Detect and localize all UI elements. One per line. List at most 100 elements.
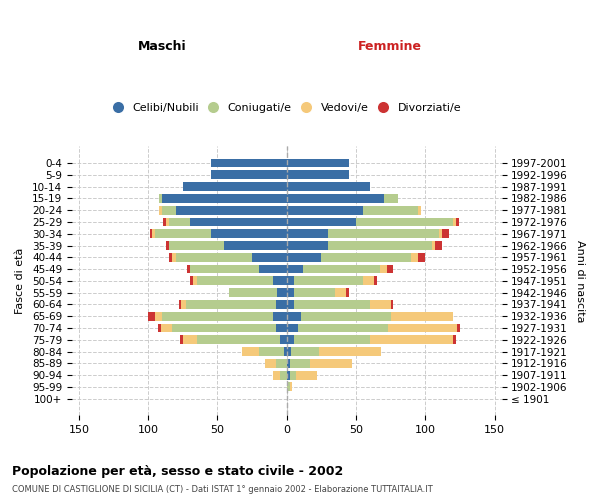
Bar xyxy=(280,370,287,380)
Bar xyxy=(224,241,287,250)
Bar xyxy=(322,253,412,262)
Bar xyxy=(453,218,456,226)
Bar xyxy=(328,230,439,238)
Bar xyxy=(148,312,155,320)
Bar xyxy=(287,382,290,392)
Bar xyxy=(259,264,287,274)
Bar xyxy=(335,288,346,297)
Bar xyxy=(432,241,435,250)
Bar xyxy=(293,288,335,297)
Bar xyxy=(280,336,287,344)
Bar xyxy=(296,370,317,380)
Bar xyxy=(287,182,370,191)
Bar xyxy=(166,218,169,226)
Bar xyxy=(180,336,183,344)
Bar xyxy=(304,264,380,274)
Bar xyxy=(275,324,287,332)
Bar xyxy=(166,241,169,250)
Bar xyxy=(211,158,287,168)
Bar xyxy=(197,336,280,344)
Bar xyxy=(391,300,394,309)
Bar xyxy=(183,182,287,191)
Bar xyxy=(287,324,298,332)
Bar xyxy=(287,370,290,380)
Bar xyxy=(370,300,391,309)
Bar xyxy=(155,230,211,238)
Bar xyxy=(149,230,152,238)
Text: Maschi: Maschi xyxy=(137,40,187,52)
Bar xyxy=(388,324,457,332)
Bar xyxy=(211,230,287,238)
Bar xyxy=(391,312,453,320)
Bar xyxy=(287,218,356,226)
Bar xyxy=(293,276,363,285)
Bar xyxy=(380,264,386,274)
Bar xyxy=(290,382,292,392)
Bar xyxy=(386,264,394,274)
Bar xyxy=(287,276,293,285)
Bar xyxy=(179,300,181,309)
Bar xyxy=(169,218,190,226)
Bar xyxy=(190,218,287,226)
Bar xyxy=(310,359,352,368)
Bar xyxy=(298,324,388,332)
Bar xyxy=(319,347,381,356)
Bar xyxy=(162,312,273,320)
Bar xyxy=(162,194,287,203)
Bar xyxy=(163,218,166,226)
Bar xyxy=(287,347,291,356)
Bar xyxy=(370,336,453,344)
Text: COMUNE DI CASTIGLIONE DI SICILIA (CT) - Dati ISTAT 1° gennaio 2002 - Elaborazion: COMUNE DI CASTIGLIONE DI SICILIA (CT) - … xyxy=(12,485,433,494)
Bar xyxy=(293,300,370,309)
Bar xyxy=(291,347,319,356)
Bar xyxy=(328,241,432,250)
Bar xyxy=(273,370,280,380)
Bar xyxy=(172,253,176,262)
Bar xyxy=(197,276,273,285)
Bar xyxy=(412,253,418,262)
Bar xyxy=(273,312,287,320)
Bar xyxy=(346,288,349,297)
Bar xyxy=(287,170,349,179)
Bar xyxy=(287,336,293,344)
Bar xyxy=(287,288,293,297)
Bar xyxy=(287,312,301,320)
Bar xyxy=(287,359,290,368)
Bar xyxy=(435,241,442,250)
Bar xyxy=(159,206,162,214)
Bar xyxy=(211,170,287,179)
Bar xyxy=(439,230,442,238)
Bar xyxy=(418,206,421,214)
Bar xyxy=(287,230,328,238)
Text: Popolazione per età, sesso e stato civile - 2002: Popolazione per età, sesso e stato civil… xyxy=(12,465,343,478)
Bar xyxy=(275,300,287,309)
Bar xyxy=(453,336,456,344)
Bar xyxy=(287,206,363,214)
Bar xyxy=(193,276,197,285)
Bar xyxy=(442,230,449,238)
Y-axis label: Anni di nascita: Anni di nascita xyxy=(575,240,585,322)
Bar xyxy=(162,206,176,214)
Text: Femmine: Femmine xyxy=(358,40,422,52)
Bar xyxy=(172,324,275,332)
Bar xyxy=(363,276,374,285)
Bar xyxy=(287,300,293,309)
Bar xyxy=(259,347,284,356)
Bar xyxy=(290,359,310,368)
Bar xyxy=(190,276,193,285)
Bar xyxy=(229,288,277,297)
Bar xyxy=(158,324,161,332)
Bar xyxy=(169,241,224,250)
Bar xyxy=(287,241,328,250)
Bar xyxy=(363,206,418,214)
Bar xyxy=(176,253,252,262)
Bar xyxy=(418,253,425,262)
Bar xyxy=(284,347,287,356)
Bar xyxy=(287,194,384,203)
Bar xyxy=(185,300,275,309)
Bar xyxy=(277,288,287,297)
Bar xyxy=(183,336,197,344)
Bar xyxy=(384,194,398,203)
Bar xyxy=(290,370,296,380)
Bar xyxy=(169,253,172,262)
